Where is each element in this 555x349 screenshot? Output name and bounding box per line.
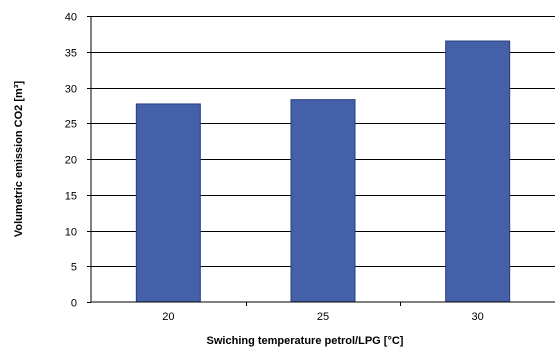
- bar: [445, 40, 511, 303]
- bars: [135, 40, 511, 303]
- x-tick-label: 30: [472, 311, 484, 323]
- y-tick-label: 25: [65, 119, 77, 131]
- y-axis-title: Volumetric emission CO2 [m³]: [13, 81, 25, 238]
- y-tick-label: 30: [65, 84, 77, 96]
- y-tick-label: 10: [65, 227, 77, 239]
- y-tick-label: 20: [65, 155, 77, 167]
- x-axis-title: Swiching temperature petrol/LPG [°C]: [207, 335, 404, 347]
- y-tick-label: 5: [71, 262, 77, 274]
- y-tick-label: 35: [65, 48, 77, 60]
- bar: [135, 103, 201, 303]
- x-tick-labels: 20 25 30: [162, 302, 484, 323]
- y-tick-label: 15: [65, 191, 77, 203]
- y-tick-label: 0: [71, 298, 77, 310]
- x-tick-label: 25: [317, 311, 329, 323]
- bar: [290, 99, 356, 303]
- x-tick-label: 20: [162, 311, 174, 323]
- y-tick-labels: 0 5 10 15 20 25 30 35 40: [65, 12, 91, 310]
- y-tick-label: 40: [65, 12, 77, 24]
